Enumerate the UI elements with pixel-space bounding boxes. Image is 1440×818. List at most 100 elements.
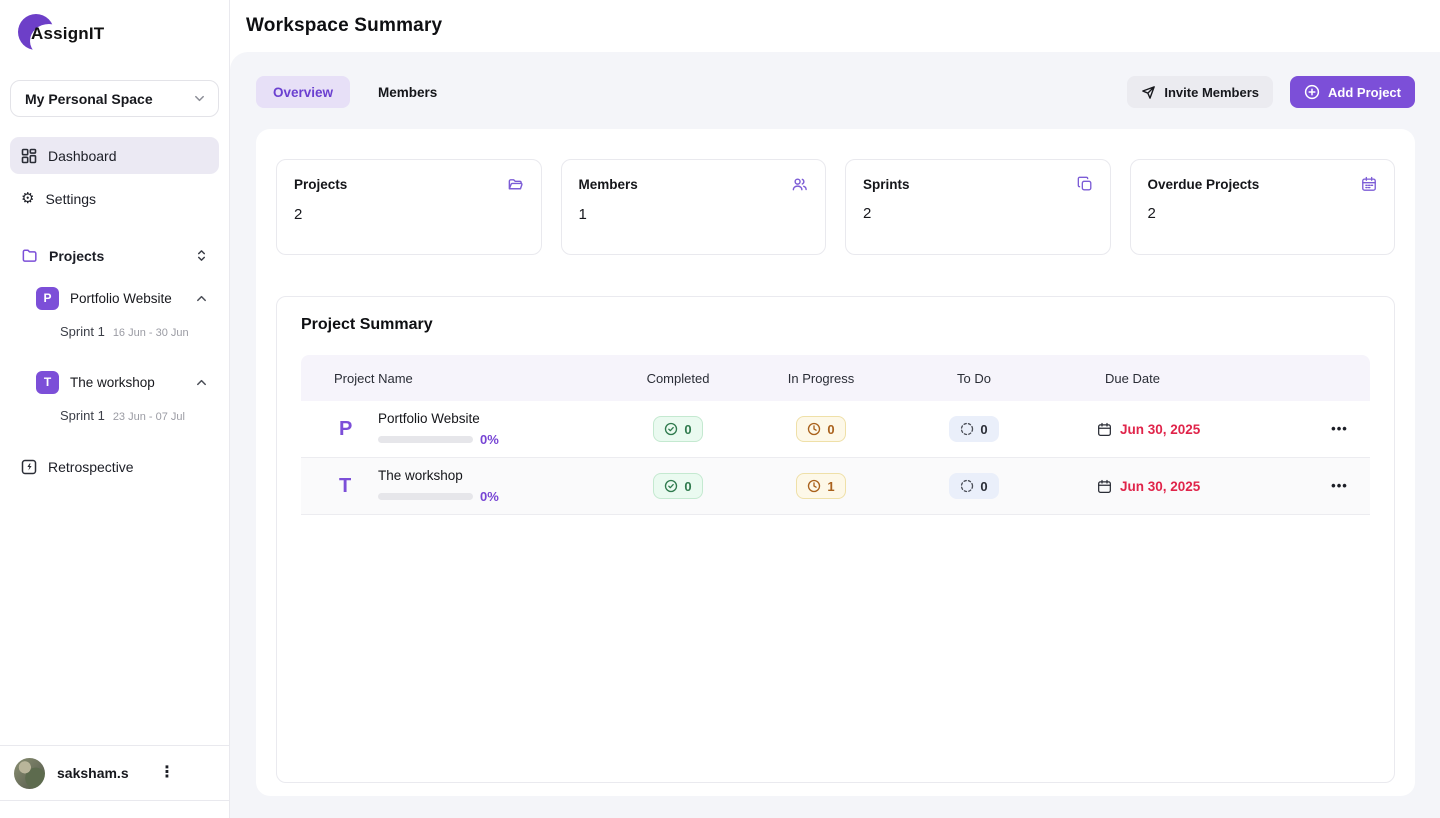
invite-members-button[interactable]: Invite Members [1127, 76, 1274, 108]
user-name: saksham.s [57, 765, 129, 781]
sprint-name: Sprint 1 [60, 408, 105, 423]
in-progress-badge: 1 [796, 473, 846, 499]
in-progress-count: 1 [827, 478, 835, 494]
sidebar-item-retrospective[interactable]: Retrospective [10, 448, 219, 485]
page-header: Workspace Summary [230, 0, 1440, 52]
folder-open-icon [508, 179, 523, 190]
invite-members-label: Invite Members [1164, 84, 1260, 100]
main-area: Workspace Summary Overview Members Invit… [230, 0, 1440, 818]
overview-content-card: Projects 2 Members 1 [256, 129, 1415, 796]
workspace-panel: Overview Members Invite Members Add Proj… [230, 52, 1440, 818]
sidebar-section-label: Projects [49, 247, 105, 264]
stat-value: 1 [578, 206, 587, 223]
project-initial-badge: T [36, 370, 59, 394]
app-logo: AssignIT [18, 8, 229, 60]
completed-badge: 0 [653, 473, 703, 499]
kebab-menu-icon[interactable]: ⋮ [159, 764, 175, 781]
sidebar-nav: Dashboard ⚙ Settings Projects P Portfoli… [0, 137, 229, 491]
column-header-todo: To Do [957, 370, 991, 386]
folder-icon [22, 249, 37, 262]
clock-icon [808, 422, 821, 436]
completed-count: 0 [684, 421, 692, 437]
logo-crescent-cut [30, 24, 68, 58]
add-project-button[interactable]: Add Project [1290, 76, 1415, 108]
tab-overview[interactable]: Overview [256, 76, 351, 108]
chevron-down-icon [195, 95, 204, 102]
sidebar-project-portfolio-website[interactable]: P Portfolio Website [10, 280, 219, 316]
project-initial-badge: P [36, 286, 59, 310]
stat-value: 2 [1147, 205, 1156, 222]
toolbar-actions: Invite Members Add Project [1127, 76, 1415, 108]
column-header-due-date: Due Date [1105, 370, 1160, 386]
completed-badge: 0 [653, 416, 703, 442]
stat-label: Projects [294, 177, 348, 192]
user-menu[interactable]: saksham.s ⋮ [0, 745, 229, 801]
stat-value: 2 [294, 206, 303, 223]
stat-card-sprints: Sprints 2 [845, 159, 1111, 255]
sidebar-project-the-workshop[interactable]: T The workshop [10, 364, 219, 400]
calendar-icon [1098, 422, 1111, 436]
row-actions-menu[interactable]: ••• [1331, 478, 1348, 493]
sprint-name: Sprint 1 [60, 324, 105, 339]
column-header-in-progress: In Progress [787, 370, 855, 386]
check-circle-icon [665, 479, 678, 493]
sidebar-sprint-item[interactable]: Sprint 1 23 Jun - 07 Jul [10, 408, 219, 438]
progress-bar [378, 436, 473, 443]
todo-badge: 0 [949, 473, 999, 499]
page-title: Workspace Summary [246, 15, 443, 36]
tab-members[interactable]: Members [378, 84, 438, 100]
check-circle-icon [665, 422, 678, 436]
chevron-up-icon[interactable] [195, 292, 208, 305]
sidebar-item-label: Retrospective [48, 458, 134, 475]
project-name: Portfolio Website [70, 290, 172, 306]
calendar-icon [1098, 479, 1111, 493]
completed-count: 0 [684, 478, 692, 494]
project-initial: P [339, 417, 353, 440]
dashed-circle-icon [961, 422, 974, 436]
sidebar-item-label: Settings [45, 190, 97, 207]
in-progress-badge: 0 [796, 416, 846, 442]
table-row[interactable]: T The workshop 0% [301, 458, 1370, 515]
clock-icon [808, 479, 821, 493]
row-actions-menu[interactable]: ••• [1331, 421, 1348, 436]
table-row[interactable]: P Portfolio Website 0% [301, 401, 1370, 458]
app-logo-text: AssignIT [31, 24, 105, 43]
stat-card-overdue-projects: Overdue Projects 2 [1129, 159, 1395, 255]
due-date: Jun 30, 2025 [1120, 421, 1201, 437]
sidebar-sprint-item[interactable]: Sprint 1 16 Jun - 30 Jun [10, 324, 219, 354]
toolbar: Overview Members Invite Members Add Proj… [256, 76, 1415, 108]
project-summary-card: Project Summary Project Name Completed I… [276, 296, 1395, 783]
sidebar-item-label: Dashboard [48, 147, 117, 164]
stat-label: Members [578, 177, 638, 192]
send-icon [1142, 85, 1156, 99]
plus-circle-icon [1304, 84, 1320, 100]
stat-card-members: Members 1 [560, 159, 826, 255]
stat-label: Overdue Projects [1147, 176, 1260, 192]
sidebar: AssignIT My Personal Space Dashboard ⚙ S… [0, 0, 230, 818]
sidebar-item-settings[interactable]: ⚙ Settings [10, 180, 219, 217]
workspace-selector[interactable]: My Personal Space [10, 80, 219, 117]
copy-icon [1077, 176, 1091, 191]
add-project-label: Add Project [1328, 84, 1401, 100]
todo-badge: 0 [949, 416, 999, 442]
project-name: Portfolio Website [378, 411, 480, 426]
retrospective-icon [21, 459, 37, 474]
project-summary-title: Project Summary [301, 316, 433, 333]
workspace-selector-value: My Personal Space [25, 90, 153, 107]
users-icon [792, 178, 807, 191]
sidebar-item-dashboard[interactable]: Dashboard [10, 137, 219, 174]
chevron-up-icon[interactable] [195, 376, 208, 389]
stat-value: 2 [863, 205, 872, 222]
sprint-date-range: 16 Jun - 30 Jun [112, 327, 189, 339]
sidebar-section-projects[interactable]: Projects [10, 237, 219, 274]
column-header-project-name: Project Name [334, 370, 413, 386]
in-progress-count: 0 [827, 421, 835, 437]
table-header-row: Project Name Completed In Progress To Do… [301, 355, 1370, 401]
todo-count: 0 [980, 421, 988, 437]
gear-icon: ⚙ [21, 190, 35, 207]
dashboard-icon [21, 148, 37, 163]
stat-cards: Projects 2 Members 1 [276, 159, 1395, 255]
calendar-icon [1362, 176, 1376, 191]
stat-label: Sprints [863, 176, 910, 192]
